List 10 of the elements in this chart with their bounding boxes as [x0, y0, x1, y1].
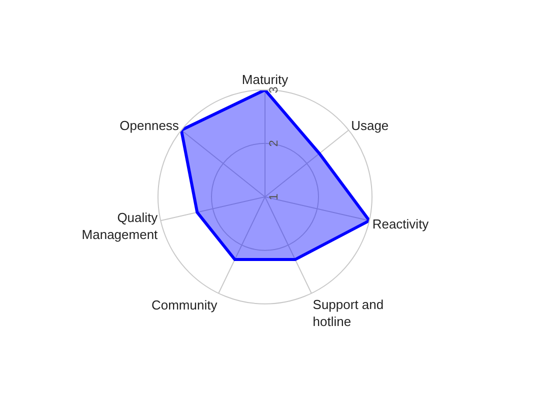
spoke-label: Community — [151, 298, 218, 313]
y-tick-label: 2 — [266, 140, 280, 147]
spoke-label: Quality Management — [82, 210, 158, 242]
y-tick-label: 1 — [266, 193, 280, 200]
spoke-label: Support and hotline — [312, 296, 384, 329]
spoke-label: Openness — [120, 118, 180, 134]
spoke-label: Maturity — [242, 72, 289, 88]
y-tick-label: 3 — [266, 86, 280, 94]
spoke-label: Reactivity — [372, 216, 430, 232]
spoke-label: Usage — [351, 118, 389, 134]
